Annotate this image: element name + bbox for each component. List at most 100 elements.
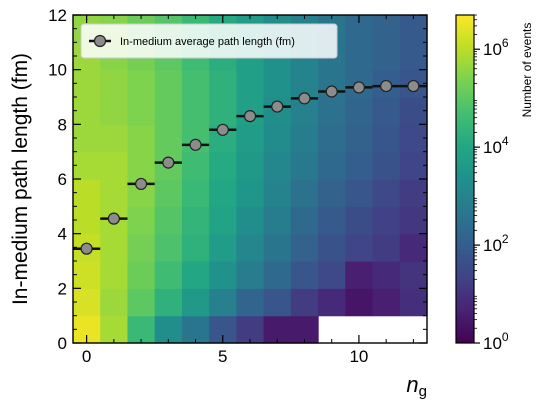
heatmap-cell — [236, 124, 265, 153]
heatmap-cell — [181, 233, 210, 262]
heatmap-cell — [127, 69, 156, 98]
data-point — [407, 79, 420, 93]
heatmap-cell — [318, 97, 346, 125]
heatmap-cell — [73, 206, 101, 235]
heatmap-cell — [399, 97, 428, 125]
heatmap-cell — [345, 151, 374, 180]
heatmap-cell — [399, 179, 428, 207]
heatmap-cell — [154, 69, 183, 98]
heatmap-cell — [345, 42, 374, 71]
heatmap-cell — [372, 261, 401, 289]
heatmap-cell — [318, 288, 346, 317]
heatmap-cell — [399, 15, 428, 43]
data-point — [243, 110, 257, 123]
heatmap — [73, 15, 428, 344]
heatmap-cell — [181, 315, 210, 344]
heatmap-cell — [209, 288, 237, 317]
x-tick-label: 0 — [82, 347, 91, 366]
heatmap-cell — [181, 97, 210, 125]
colorbar-tick-exponent: 2 — [502, 232, 509, 246]
colorbar — [455, 14, 475, 344]
heatmap-cell — [181, 288, 210, 317]
heatmap-cell — [236, 69, 265, 98]
legend-marker — [93, 34, 107, 48]
x-axis: 0 5 10 — [82, 15, 414, 366]
heatmap-cell — [100, 97, 129, 125]
heatmap-cell — [399, 261, 428, 289]
heatmap-cell — [127, 206, 156, 235]
data-point — [162, 156, 175, 169]
heatmap-cell — [372, 42, 401, 71]
heatmap-cell — [345, 233, 374, 262]
data-point — [271, 100, 284, 113]
x-axis-title-main: n — [406, 372, 418, 397]
heatmap-cell — [372, 288, 401, 317]
heatmap-cell — [100, 261, 129, 289]
heatmap-cell — [236, 179, 265, 207]
legend-box — [80, 23, 338, 59]
x-axis-title-subscript: g — [419, 383, 427, 400]
heatmap-cell — [73, 151, 101, 180]
heatmap-cell — [127, 315, 156, 344]
heatmap-cell — [372, 179, 401, 207]
colorbar-tick-base: 10 — [483, 138, 502, 157]
heatmap-cell — [181, 261, 210, 289]
heatmap-cell — [181, 69, 210, 98]
colorbar-tick-label: 104 — [483, 134, 509, 157]
heatmap-cell — [263, 261, 292, 289]
heatmap-cell — [263, 315, 292, 344]
heatmap-cell — [399, 42, 428, 71]
data-point — [107, 212, 120, 225]
heatmap-cell — [127, 97, 156, 125]
data-point — [352, 81, 366, 94]
heatmap-cell — [154, 206, 183, 235]
heatmap-cell — [236, 233, 265, 262]
data-point — [298, 92, 311, 105]
colorbar-label: Number of events — [520, 23, 534, 118]
heatmap-cell — [372, 124, 401, 153]
heatmap-cell — [181, 179, 210, 207]
heatmap-cell — [263, 151, 292, 180]
heatmap-cell — [290, 206, 319, 235]
heatmap-cell — [209, 261, 237, 289]
data-point — [380, 79, 393, 93]
heatmap-cell — [236, 206, 265, 235]
y-axis-title: In-medium path length (fm) — [9, 53, 32, 305]
heatmap-cell — [127, 124, 156, 153]
heatmap-cell — [399, 206, 428, 235]
colorbar-tick-label: 100 — [483, 330, 509, 353]
data-point — [325, 85, 338, 98]
heatmap-cell — [73, 179, 101, 207]
heatmap-cell — [399, 124, 428, 153]
colorbar-tick-exponent: 4 — [502, 134, 509, 148]
heatmap-cell — [345, 124, 374, 153]
heatmap-cell — [100, 179, 129, 207]
colorbar-tick-exponent: 6 — [502, 36, 509, 50]
colorbar-tick-label: 106 — [483, 36, 509, 59]
heatmap-cell — [154, 97, 183, 125]
heatmap-cell — [290, 288, 319, 317]
heatmap-cell — [209, 151, 237, 180]
heatmap-cell — [181, 206, 210, 235]
heatmap-cell — [73, 124, 101, 153]
heatmap-cell — [154, 179, 183, 207]
heatmap-cell — [399, 233, 428, 262]
heatmap-cell — [209, 233, 237, 262]
heatmap-cell — [345, 288, 374, 317]
heatmap-cell — [154, 315, 183, 344]
heatmap-cell — [100, 233, 129, 262]
heatmap-cell — [154, 233, 183, 262]
heatmap-cell — [73, 261, 101, 289]
heatmap-cell — [290, 124, 319, 153]
heatmap-cell — [73, 69, 101, 98]
heatmap-cell — [263, 69, 292, 98]
heatmap-cell — [318, 233, 346, 262]
heatmap-cell — [318, 206, 346, 235]
heatmap-cell — [181, 151, 210, 180]
heatmap-cell — [290, 315, 319, 344]
heatmap-cell — [263, 179, 292, 207]
heatmap-cell — [345, 179, 374, 207]
average-path-series — [73, 79, 427, 255]
heatmap-cell — [236, 151, 265, 180]
